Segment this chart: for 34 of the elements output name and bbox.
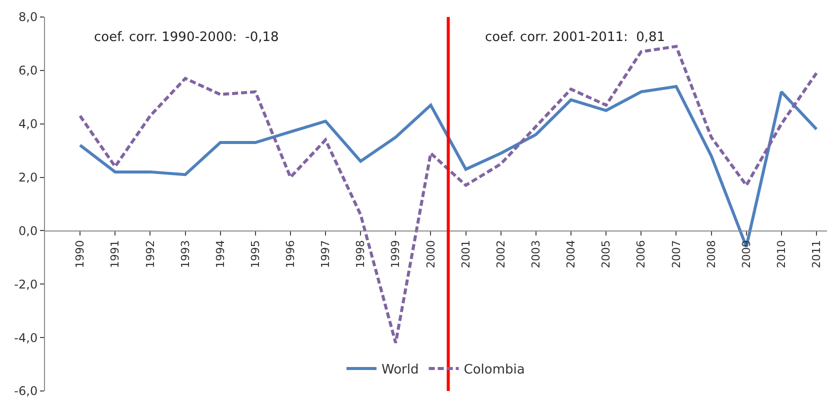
x-tick-label: 2004 [564,240,578,268]
x-tick-label: 2011 [810,240,824,268]
x-tick-label: 1992 [144,240,157,268]
x-tick-label: 2000 [424,240,438,268]
x-tick-label: 2008 [704,240,718,268]
x-tick-label: 2010 [774,240,788,268]
y-tick-label: 2,0 [18,170,38,184]
legend-label: World [382,362,419,378]
annotation: coef. corr. 2001-2011: 0,81 [485,30,666,45]
x-tick-label: 1999 [389,240,402,268]
x-tick-label: 1994 [214,240,227,268]
x-tick-label: 2002 [494,240,508,268]
x-tick-label: 1997 [319,240,332,268]
x-tick-label: 2009 [740,240,753,268]
x-tick-label: 2003 [530,240,543,268]
x-tick-label: 2007 [670,240,683,268]
y-tick-label: -6,0 [14,384,38,398]
y-tick-label: -4,0 [14,330,38,345]
y-tick-label: 6,0 [18,64,38,78]
legend-label: Colombia [464,362,525,378]
y-tick-label: 0,0 [18,224,38,238]
x-tick-label: 1993 [178,240,192,268]
annotation: coef. corr. 1990-2000: -0,18 [94,30,279,45]
x-tick-label: 2001 [459,240,472,268]
x-tick-label: 2006 [634,240,648,268]
x-tick-label: 1995 [248,240,262,268]
x-tick-label: 1998 [354,240,368,268]
x-tick-label: 1991 [108,240,122,268]
y-tick-label: 8,0 [18,10,38,24]
x-tick-label: 1990 [74,240,87,268]
x-tick-label: 1996 [284,240,298,268]
y-tick-label: -2,0 [14,277,38,292]
y-tick-label: 4,0 [18,117,38,132]
x-tick-label: 2005 [600,240,613,268]
